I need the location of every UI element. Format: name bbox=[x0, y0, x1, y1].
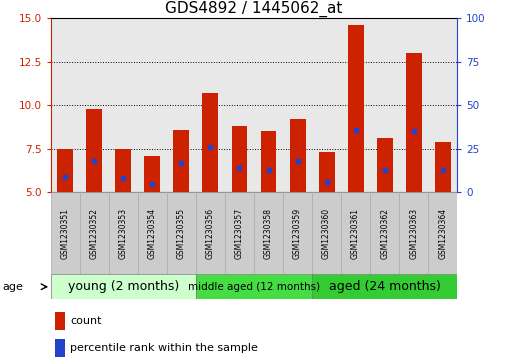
Bar bbox=[144, 156, 161, 192]
Title: GDS4892 / 1445062_at: GDS4892 / 1445062_at bbox=[165, 1, 343, 17]
Bar bbox=[86, 109, 102, 192]
Point bbox=[206, 144, 214, 150]
Bar bbox=[196, 274, 312, 299]
Bar bbox=[370, 192, 399, 274]
Point bbox=[294, 158, 302, 164]
Bar bbox=[312, 274, 457, 299]
Text: aged (24 months): aged (24 months) bbox=[329, 280, 440, 293]
Point bbox=[323, 179, 331, 185]
Point bbox=[148, 181, 156, 187]
Bar bbox=[115, 149, 132, 192]
Point bbox=[409, 129, 418, 134]
Bar bbox=[55, 339, 65, 357]
Text: count: count bbox=[70, 316, 102, 326]
Bar bbox=[232, 126, 247, 192]
Bar bbox=[167, 192, 196, 274]
Text: GSM1230360: GSM1230360 bbox=[322, 208, 331, 259]
Bar bbox=[254, 192, 283, 274]
Text: GSM1230361: GSM1230361 bbox=[351, 208, 360, 259]
Bar bbox=[203, 93, 218, 192]
Bar bbox=[261, 131, 276, 192]
Bar bbox=[196, 192, 225, 274]
Bar bbox=[225, 192, 254, 274]
Bar bbox=[435, 142, 451, 192]
Point bbox=[438, 167, 447, 173]
Bar bbox=[290, 119, 305, 192]
Text: age: age bbox=[3, 282, 23, 292]
Point bbox=[61, 174, 70, 180]
Bar bbox=[51, 274, 196, 299]
Point bbox=[177, 160, 185, 166]
Text: GSM1230356: GSM1230356 bbox=[206, 208, 215, 259]
Bar bbox=[57, 149, 73, 192]
Text: GSM1230353: GSM1230353 bbox=[119, 208, 128, 259]
Bar bbox=[341, 192, 370, 274]
Text: GSM1230363: GSM1230363 bbox=[409, 208, 418, 259]
Bar bbox=[80, 192, 109, 274]
Text: GSM1230357: GSM1230357 bbox=[235, 208, 244, 259]
Point bbox=[235, 165, 243, 171]
Bar bbox=[109, 192, 138, 274]
Point bbox=[119, 176, 128, 182]
Text: GSM1230362: GSM1230362 bbox=[380, 208, 389, 259]
Bar bbox=[376, 138, 393, 192]
Bar bbox=[312, 192, 341, 274]
Text: GSM1230351: GSM1230351 bbox=[61, 208, 70, 259]
Point bbox=[352, 127, 360, 132]
Text: young (2 months): young (2 months) bbox=[68, 280, 179, 293]
Bar bbox=[283, 192, 312, 274]
Text: GSM1230364: GSM1230364 bbox=[438, 208, 447, 259]
Text: GSM1230352: GSM1230352 bbox=[90, 208, 99, 259]
Text: percentile rank within the sample: percentile rank within the sample bbox=[70, 343, 258, 353]
Bar bbox=[173, 130, 189, 192]
Point bbox=[90, 158, 99, 164]
Bar bbox=[319, 152, 335, 192]
Bar bbox=[399, 192, 428, 274]
Text: GSM1230355: GSM1230355 bbox=[177, 208, 186, 259]
Bar bbox=[55, 312, 65, 330]
Bar bbox=[406, 53, 422, 192]
Bar bbox=[51, 192, 80, 274]
Bar bbox=[428, 192, 457, 274]
Text: GSM1230358: GSM1230358 bbox=[264, 208, 273, 259]
Bar bbox=[138, 192, 167, 274]
Bar bbox=[347, 25, 364, 192]
Point bbox=[265, 167, 273, 173]
Text: GSM1230354: GSM1230354 bbox=[148, 208, 157, 259]
Text: middle aged (12 months): middle aged (12 months) bbox=[188, 282, 320, 292]
Point bbox=[380, 167, 389, 173]
Text: GSM1230359: GSM1230359 bbox=[293, 208, 302, 259]
